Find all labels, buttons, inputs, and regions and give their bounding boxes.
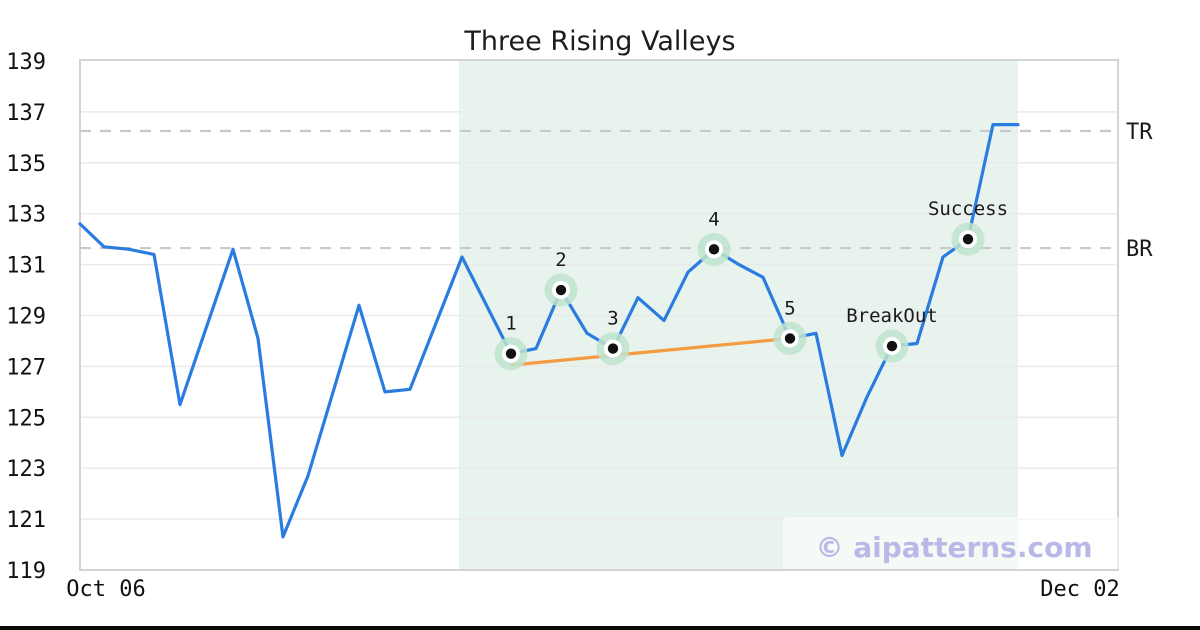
- y-tick-label: 121: [6, 508, 46, 533]
- level-label-tr: TR: [1126, 120, 1153, 145]
- y-tick-label: 137: [6, 101, 46, 126]
- y-tick-label: 135: [6, 152, 46, 177]
- point-1-label: 1: [505, 313, 516, 335]
- chart-title: Three Rising Valleys: [463, 26, 735, 57]
- plot-border-layer: [79, 59, 1119, 571]
- point-1-dot: [505, 348, 517, 359]
- point-5-dot: [784, 333, 796, 344]
- y-tick-label: 119: [6, 559, 46, 584]
- level-lines-layer: TR BR: [80, 120, 1153, 262]
- x-tick-label: Oct 06: [66, 577, 145, 602]
- markers-layer: [494, 222, 985, 371]
- y-tick-label: 125: [6, 406, 46, 431]
- y-tick-label: 123: [6, 457, 46, 482]
- point-2-label: 2: [555, 249, 566, 271]
- bottom-accent-bar: [0, 626, 1200, 630]
- watermark-layer: [783, 517, 1121, 569]
- point-4-dot: [708, 244, 720, 255]
- plot-border: [79, 59, 1119, 571]
- y-tick-label: 133: [6, 203, 46, 228]
- point-breakout-dot: [886, 340, 898, 352]
- x-tick-label: Dec 02: [1040, 577, 1119, 602]
- level-label-br: BR: [1126, 237, 1153, 262]
- point-4-label: 4: [708, 208, 719, 230]
- watermark-text: © aipatterns.com: [816, 531, 1093, 564]
- annotations-layer: 1 2 3 4 5 BreakOut Success: [505, 198, 1008, 335]
- point-3-dot: [607, 343, 619, 354]
- point-3-label: 3: [607, 308, 618, 330]
- point-success-label: Success: [928, 198, 1008, 220]
- y-tick-label: 131: [6, 254, 46, 279]
- point-breakout-label: BreakOut: [846, 305, 938, 327]
- y-tick-label: 129: [6, 305, 46, 330]
- gridlines-layer: [80, 111, 1118, 520]
- point-2-dot: [555, 284, 567, 296]
- valley-trendline: [509, 336, 792, 367]
- point-5-label: 5: [784, 297, 795, 319]
- watermark-box: [783, 517, 1121, 569]
- y-tick-label: 127: [6, 355, 46, 380]
- point-success-dot: [962, 233, 974, 245]
- trendline-layer: [509, 336, 792, 367]
- y-tick-label: 139: [6, 50, 46, 75]
